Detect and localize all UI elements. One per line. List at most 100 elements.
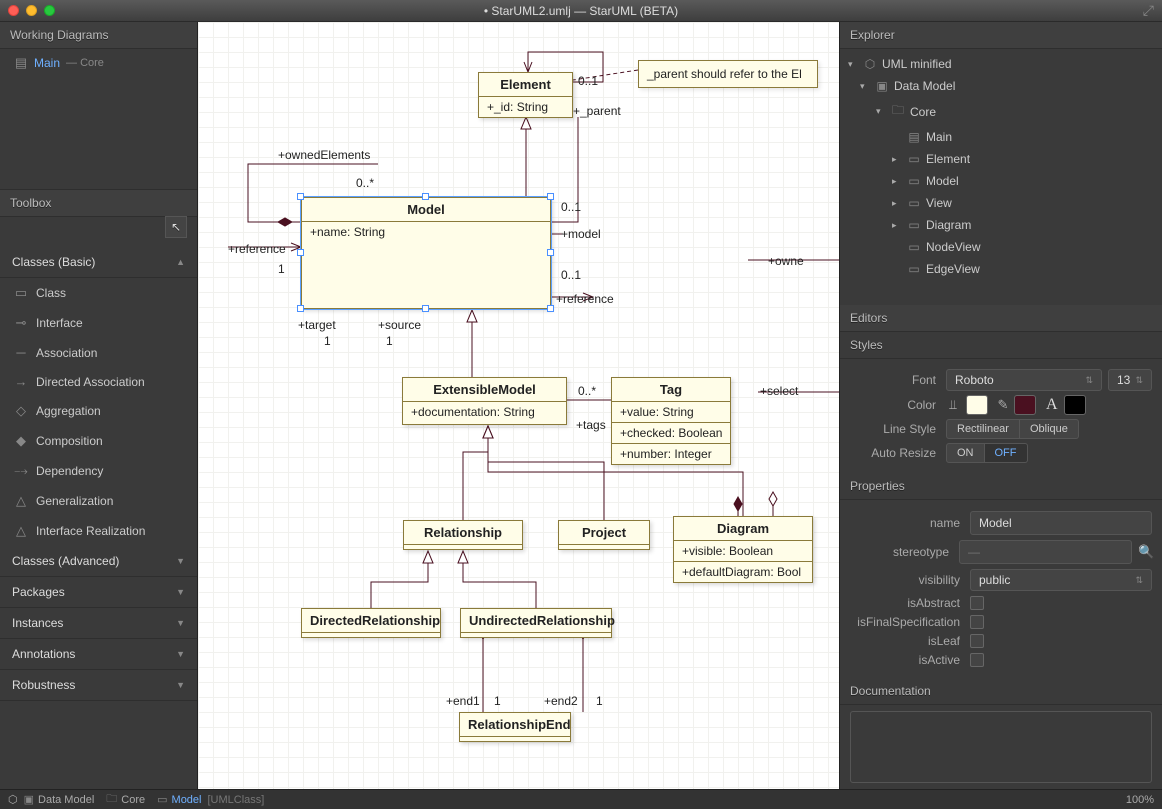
project-icon: ⬡: [8, 793, 18, 806]
tree-node-core[interactable]: ▾🗀Core: [840, 97, 1162, 126]
working-diagram-main[interactable]: ▤ Main — Core: [0, 49, 197, 77]
tree-node-view[interactable]: ▸▭View: [840, 192, 1162, 214]
fullscreen-icon[interactable]: ⤢: [1143, 2, 1154, 19]
breadcrumb-datamodel[interactable]: ▣Data Model: [18, 793, 101, 806]
section-robustness[interactable]: Robustness▼: [0, 670, 197, 701]
tool-composition[interactable]: ◆Composition: [0, 426, 197, 456]
statusbar: ⬡ ▣Data Model 🗀Core ▭Model[UMLClass] 100…: [0, 789, 1162, 809]
tool-interface-realization[interactable]: △Interface Realization: [0, 516, 197, 546]
tree-node-main[interactable]: ▤Main: [840, 126, 1162, 148]
line-color-swatch[interactable]: [1014, 395, 1036, 415]
generalization-icon: △: [14, 493, 28, 509]
font-value: Roboto: [955, 373, 994, 387]
tool-class[interactable]: ▭ Class: [0, 278, 197, 308]
close-window-button[interactable]: [8, 5, 19, 16]
linestyle-label: Line Style: [850, 422, 936, 436]
uml-class-relEnd[interactable]: RelationshipEnd: [459, 712, 571, 742]
aggregation-icon: ◇: [14, 403, 28, 419]
breadcrumb-core[interactable]: 🗀Core: [100, 790, 151, 809]
chevron-down-icon: ▼: [176, 680, 185, 690]
uml-class-project[interactable]: Project: [558, 520, 650, 550]
uml-class-model[interactable]: Model+name: String: [301, 197, 551, 309]
tool-aggregation[interactable]: ◇Aggregation: [0, 396, 197, 426]
search-icon[interactable]: 🔍: [1138, 544, 1152, 560]
selection-handle[interactable]: [547, 193, 554, 200]
fill-color-swatch[interactable]: [966, 395, 988, 415]
prop-isleaf-checkbox[interactable]: [970, 634, 984, 648]
tool-interface[interactable]: ⊸Interface: [0, 308, 197, 338]
role-label: +tags: [576, 418, 606, 432]
selection-handle[interactable]: [422, 193, 429, 200]
uml-class-relationship[interactable]: Relationship: [403, 520, 523, 550]
text-color-swatch[interactable]: [1064, 395, 1086, 415]
class-attribute: +number: Integer: [612, 444, 730, 464]
prop-stereotype-input[interactable]: [959, 540, 1132, 564]
selection-handle[interactable]: [422, 305, 429, 312]
uml-class-tag[interactable]: Tag+value: String+checked: Boolean+numbe…: [611, 377, 731, 465]
diagram-canvas[interactable]: _parent should refer to the El Element+_…: [198, 22, 839, 789]
class-icon: ▭: [907, 262, 921, 276]
selection-handle[interactable]: [297, 305, 304, 312]
autoresize-on-button[interactable]: ON: [946, 443, 985, 463]
uml-class-element[interactable]: Element+_id: String: [478, 72, 573, 118]
class-icon: ▭: [14, 285, 28, 301]
uml-class-diagram[interactable]: Diagram+visible: Boolean+defaultDiagram:…: [673, 516, 813, 583]
tool-association[interactable]: ─Association: [0, 338, 197, 367]
prop-name-input[interactable]: [970, 511, 1152, 535]
uml-note[interactable]: _parent should refer to the El: [638, 60, 818, 88]
package-icon: 🗀: [891, 101, 905, 122]
section-annotations[interactable]: Annotations▼: [0, 639, 197, 670]
tree-node-root[interactable]: ▾⬡UML minified: [840, 53, 1162, 75]
section-instances[interactable]: Instances▼: [0, 608, 197, 639]
tree-node-nodeview[interactable]: ▭NodeView: [840, 236, 1162, 258]
uml-class-directedRel[interactable]: DirectedRelationship: [301, 608, 441, 638]
tree-node-datamodel[interactable]: ▾▣Data Model: [840, 75, 1162, 97]
zoom-level[interactable]: 100%: [1126, 794, 1154, 806]
selection-handle[interactable]: [297, 249, 304, 256]
section-classes-basic[interactable]: Classes (Basic) ▲: [0, 247, 197, 278]
class-attribute: +visible: Boolean: [674, 541, 812, 562]
role-label: +owne: [768, 254, 804, 268]
tool-label: Class: [36, 286, 66, 300]
multiplicity-label: 0..1: [561, 268, 581, 282]
prop-visibility-select[interactable]: public⇅: [970, 569, 1152, 591]
class-attribute: +_id: String: [479, 97, 572, 117]
selection-handle[interactable]: [547, 305, 554, 312]
uml-class-undirectedRel[interactable]: UndirectedRelationship: [460, 608, 612, 638]
tool-generalization[interactable]: △Generalization: [0, 486, 197, 516]
selection-tool[interactable]: ↖: [165, 216, 187, 238]
tool-directed-association[interactable]: →Directed Association: [0, 367, 197, 396]
eyedropper-icon[interactable]: ⫫: [946, 397, 960, 413]
linestyle-oblique-button[interactable]: Oblique: [1020, 419, 1079, 439]
pencil-icon[interactable]: ✎: [996, 397, 1010, 413]
tool-dependency[interactable]: ⤍Dependency: [0, 456, 197, 486]
autoresize-off-button[interactable]: OFF: [985, 443, 1028, 463]
prop-isfinalspec-checkbox[interactable]: [970, 615, 984, 629]
class-icon: ▭: [157, 793, 167, 806]
role-label: +source: [378, 318, 421, 332]
role-label: +reference: [556, 292, 614, 306]
linestyle-rectilinear-button[interactable]: Rectilinear: [946, 419, 1020, 439]
properties-panel: name stereotype🔍 visibilitypublic⇅ isAbs…: [840, 500, 1162, 678]
section-classes-advanced[interactable]: Classes (Advanced)▼: [0, 546, 197, 577]
selection-handle[interactable]: [297, 193, 304, 200]
cursor-icon: ↖: [171, 220, 181, 234]
zoom-window-button[interactable]: [44, 5, 55, 16]
font-family-select[interactable]: Roboto⇅: [946, 369, 1102, 391]
minimize-window-button[interactable]: [26, 5, 37, 16]
font-size-select[interactable]: 13⇅: [1108, 369, 1152, 391]
tree-node-edgeview[interactable]: ▭EdgeView: [840, 258, 1162, 280]
prop-isabstract-checkbox[interactable]: [970, 596, 984, 610]
selection-handle[interactable]: [547, 249, 554, 256]
package-icon: 🗀: [106, 790, 117, 809]
role-label: +model: [561, 227, 601, 241]
documentation-textarea[interactable]: [850, 711, 1152, 783]
class-attribute: +checked: Boolean: [612, 423, 730, 444]
uml-class-extModel[interactable]: ExtensibleModel+documentation: String: [402, 377, 567, 425]
tree-node-diagram[interactable]: ▸▭Diagram: [840, 214, 1162, 236]
tree-node-model[interactable]: ▸▭Model: [840, 170, 1162, 192]
tree-node-element[interactable]: ▸▭Element: [840, 148, 1162, 170]
breadcrumb-model[interactable]: ▭Model[UMLClass]: [151, 793, 270, 806]
section-packages[interactable]: Packages▼: [0, 577, 197, 608]
prop-isactive-checkbox[interactable]: [970, 653, 984, 667]
